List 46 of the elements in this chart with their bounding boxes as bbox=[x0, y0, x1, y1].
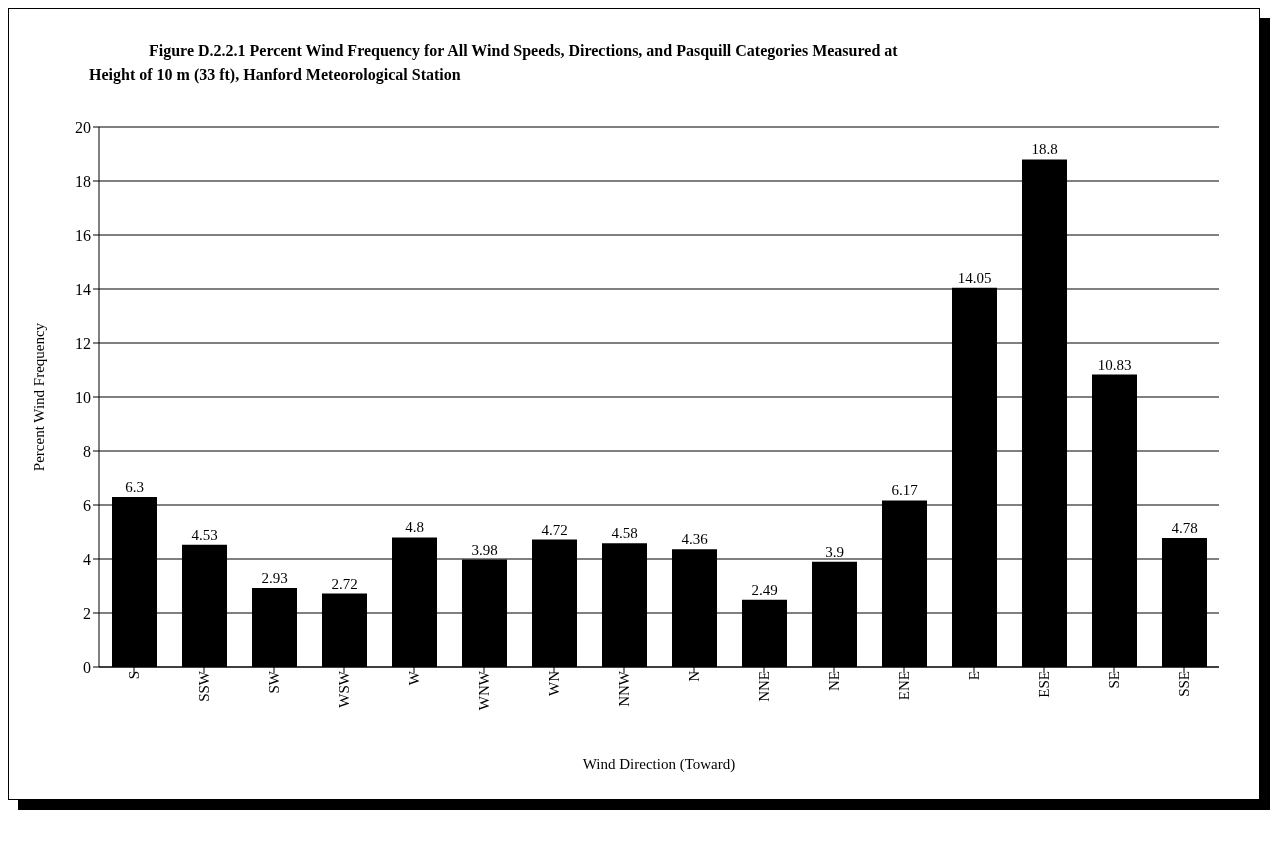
data-label: 4.36 bbox=[681, 531, 709, 548]
data-label: 4.78 bbox=[1171, 519, 1198, 536]
x-axis-title: Wind Direction (Toward) bbox=[582, 756, 736, 773]
x-tick-label: NE bbox=[825, 671, 842, 691]
data-label: 3.98 bbox=[471, 541, 498, 558]
y-tick-label: 16 bbox=[75, 226, 91, 244]
y-tick-label: 2 bbox=[83, 604, 91, 622]
data-label: 2.49 bbox=[751, 581, 778, 598]
x-tick-label: N bbox=[685, 670, 702, 682]
data-label: 4.53 bbox=[191, 526, 218, 543]
data-label: 2.72 bbox=[331, 575, 358, 592]
x-tick-label: WN bbox=[545, 670, 562, 696]
x-tick-label: NNW bbox=[615, 670, 632, 707]
data-label: 4.72 bbox=[541, 521, 568, 538]
y-axis-title: Percent Wind Frequency bbox=[31, 322, 48, 472]
x-tick-label: S bbox=[125, 671, 142, 680]
y-tick-label: 20 bbox=[75, 118, 91, 136]
y-tick-label: 6 bbox=[83, 496, 91, 514]
data-label: 3.9 bbox=[825, 543, 844, 560]
y-tick-label: 0 bbox=[83, 658, 91, 676]
x-tick-label: ENE bbox=[895, 671, 912, 701]
x-tick-label: NNE bbox=[755, 671, 772, 702]
x-tick-label: SW bbox=[265, 670, 282, 694]
chart-title: Figure D.2.2.1 Percent Wind Frequency for All Wind Speeds, Directions, and Pasquill Categories Measured at Height of 10 m (33 ft), Hanford Meteorological Station bbox=[89, 41, 899, 86]
data-label: 14.05 bbox=[957, 269, 992, 286]
data-label: 4.8 bbox=[405, 519, 424, 536]
data-label: 18.8 bbox=[1031, 141, 1058, 158]
x-tick-label: ESE bbox=[1035, 671, 1052, 698]
x-tick-label: E bbox=[965, 671, 982, 681]
y-tick-label: 4 bbox=[83, 550, 91, 568]
data-label: 2.93 bbox=[261, 569, 288, 586]
x-tick-label: WNW bbox=[475, 670, 492, 711]
x-tick-label: SSW bbox=[195, 670, 212, 702]
data-label: 6.17 bbox=[891, 482, 919, 499]
data-label: 6.3 bbox=[125, 478, 144, 495]
y-tick-label: 10 bbox=[75, 388, 91, 406]
data-label: 10.83 bbox=[1097, 356, 1132, 373]
y-tick-label: 14 bbox=[75, 280, 91, 298]
y-tick-label: 18 bbox=[75, 172, 91, 190]
y-tick-label: 12 bbox=[75, 334, 91, 352]
data-label: 4.58 bbox=[611, 525, 638, 542]
x-tick-label: W bbox=[405, 670, 422, 686]
x-tick-label: SE bbox=[1105, 671, 1122, 689]
x-tick-label: WSW bbox=[335, 670, 352, 708]
x-tick-label: SSE bbox=[1175, 671, 1192, 697]
y-tick-label: 8 bbox=[83, 442, 91, 460]
